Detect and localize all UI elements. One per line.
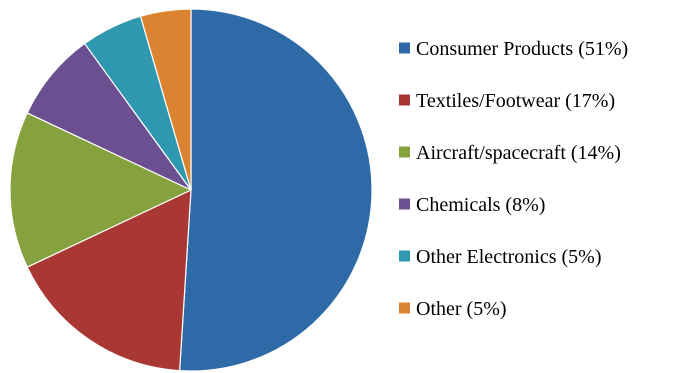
legend-swatch — [399, 146, 410, 158]
legend-swatch — [399, 250, 410, 262]
legend: Consumer Products (51%) Textiles/Footwear… — [399, 38, 628, 320]
pie-slice-1 — [178, 8, 373, 372]
legend-label: Consumer Products (51%) — [416, 38, 628, 60]
pie-slice-2 — [26, 189, 192, 372]
legend-label: Chemicals (8%) — [416, 194, 545, 216]
legend-label: Other (5%) — [416, 298, 507, 320]
legend-swatch — [399, 302, 410, 314]
legend-item: Consumer Products (51%) — [399, 38, 628, 60]
pie-slice-3 — [9, 112, 193, 268]
legend-item: Other Electronics (5%) — [399, 246, 601, 268]
legend-swatch — [399, 198, 410, 210]
legend-swatch — [399, 42, 410, 54]
pie-slices — [9, 8, 373, 372]
pie-slice-4 — [26, 42, 192, 191]
legend-item: Chemicals (8%) — [399, 194, 545, 216]
legend-item: Other (5%) — [399, 298, 507, 320]
legend-swatch — [399, 94, 410, 106]
legend-label: Aircraft/spacecraft (14%) — [416, 142, 621, 164]
legend-item: Textiles/Footwear (17%) — [399, 90, 615, 112]
legend-label: Other Electronics (5%) — [416, 246, 601, 268]
legend-label: Textiles/Footwear (17%) — [416, 90, 615, 112]
legend-item: Aircraft/spacecraft (14%) — [399, 142, 621, 164]
pie-slice-6 — [139, 8, 192, 191]
